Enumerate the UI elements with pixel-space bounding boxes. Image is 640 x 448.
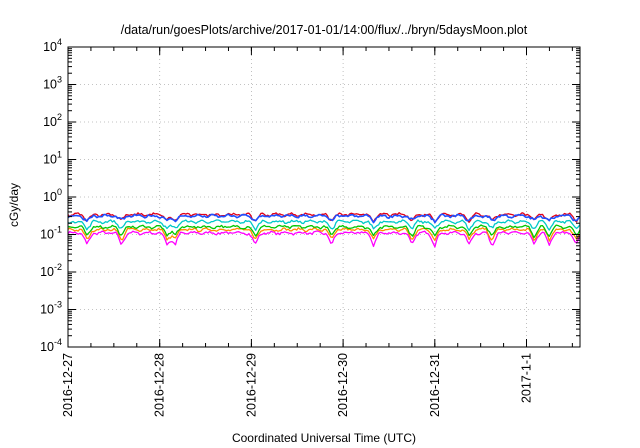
y-axis: 10-4 10-3 10-2 10-1 100 101 102 103 104 xyxy=(40,37,580,354)
y-tick-label: 101 xyxy=(43,150,62,167)
chart-title: /data/run/goesPlots/archive/2017-01-01/1… xyxy=(121,23,528,37)
y-tick-label: 103 xyxy=(43,75,62,92)
y-tick-label: 10-1 xyxy=(40,225,62,242)
series-line-3 xyxy=(67,224,581,239)
x-tick-label: 2016-12-29 xyxy=(244,353,258,417)
y-tick-label: 10-4 xyxy=(40,337,62,354)
y-tick-label: 102 xyxy=(43,112,62,129)
series-line-4 xyxy=(67,219,581,232)
x-axis-label: Coordinated Universal Time (UTC) xyxy=(232,431,416,445)
y-tick-label: 10-2 xyxy=(40,262,62,279)
x-tick-label: 2017-1-1 xyxy=(520,353,534,403)
series-group xyxy=(67,212,581,248)
y-tick-label: 10-3 xyxy=(40,300,62,317)
x-tick-label: 2016-12-31 xyxy=(428,353,442,417)
series-line-1 xyxy=(67,230,581,248)
series-line-6 xyxy=(67,213,581,224)
y-tick-label: 100 xyxy=(43,187,62,204)
x-axis: 2016-12-27 2016-12-28 2016-12-29 2016-12-30… xyxy=(61,47,573,417)
grid-lines xyxy=(67,47,580,347)
series-line-5 xyxy=(67,212,581,223)
x-tick-label: 2016-12-27 xyxy=(61,353,75,417)
y-axis-label: cGy/day xyxy=(7,183,21,227)
y-tick-label: 104 xyxy=(43,37,62,54)
x-tick-label: 2016-12-30 xyxy=(336,353,350,417)
x-tick-label: 2016-12-28 xyxy=(153,353,167,417)
series-line-2 xyxy=(67,227,581,242)
